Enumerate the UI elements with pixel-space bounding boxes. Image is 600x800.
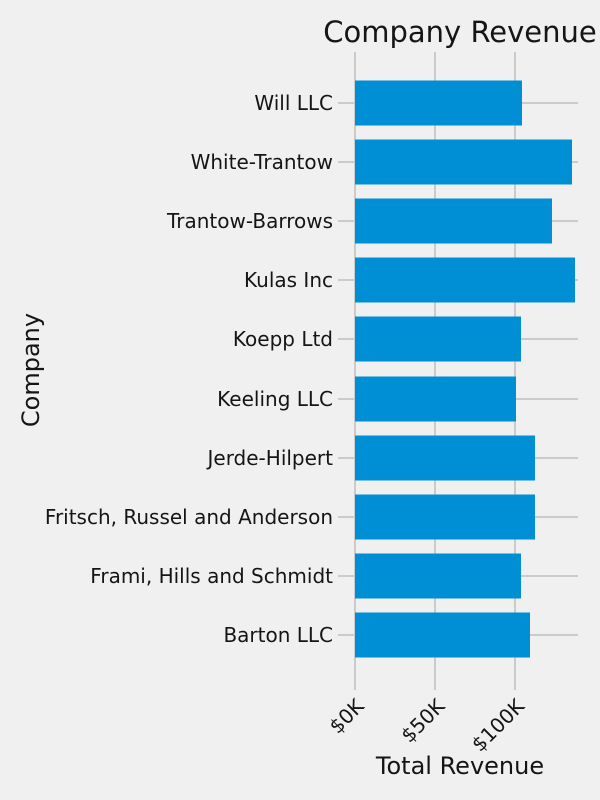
bar-row: [338, 369, 578, 428]
y-tick-mark: [338, 456, 355, 459]
bar: [355, 376, 517, 422]
x-gridline: [433, 52, 436, 683]
bar-row: [338, 132, 578, 191]
y-tick-label: Barton LLC: [223, 623, 333, 648]
y-tick-label: Keeling LLC: [217, 386, 333, 411]
y-tick-label: Fritsch, Russel and Anderson: [44, 505, 333, 530]
bar-row: [338, 428, 578, 487]
y-tick-mark: [338, 220, 355, 222]
x-tick-label: $50K: [395, 694, 449, 748]
bar-row: [338, 191, 578, 250]
bar: [355, 198, 553, 244]
bar: [355, 80, 523, 126]
y-tick-label: Jerde-Hilpert: [207, 445, 333, 470]
y-tick-mark: [338, 160, 355, 163]
y-tick-label: Kulas Inc: [244, 268, 333, 293]
bar: [355, 553, 521, 599]
chart-title: Company Revenue: [323, 15, 597, 49]
bar: [355, 612, 531, 658]
bar-row: [338, 606, 578, 665]
y-tick-label: Trantow-Barrows: [166, 209, 333, 233]
x-tick-mark: [354, 683, 356, 690]
y-tick-mark: [338, 279, 355, 282]
bar-row: [338, 73, 578, 132]
y-tick-mark: [338, 397, 355, 400]
bar-row: [338, 487, 578, 546]
bar: [355, 257, 575, 303]
x-tick-label: $0K: [324, 694, 369, 739]
y-axis-tick-labels: Will LLC White-Trantow Trantow-Barrows Kula…: [0, 52, 333, 683]
x-tick-mark: [433, 683, 436, 690]
bar-row: [338, 547, 578, 606]
y-tick-mark: [338, 575, 355, 578]
x-gridline: [513, 52, 516, 683]
x-gridline: [354, 52, 356, 683]
y-tick-label: Koepp Ltd: [232, 327, 333, 352]
bar-row: [338, 251, 578, 310]
y-tick-mark: [338, 516, 355, 519]
y-tick-label: Will LLC: [254, 90, 333, 115]
x-tick-label: $100K: [466, 694, 529, 757]
x-tick-mark: [513, 683, 516, 690]
y-tick-mark: [338, 338, 355, 341]
bar: [355, 316, 521, 362]
bar: [355, 139, 573, 185]
y-tick-mark: [338, 634, 355, 637]
y-tick-mark: [338, 101, 355, 104]
bar-rows: [338, 52, 578, 683]
bar: [355, 435, 536, 481]
bar: [355, 494, 535, 540]
plot-area: $0K $50K $100K: [325, 52, 578, 756]
y-tick-label: White-Trantow: [190, 149, 333, 174]
y-tick-label: Frami, Hills and Schmidt: [90, 564, 333, 589]
bar-row: [338, 310, 578, 369]
x-axis-label: Total Revenue: [375, 752, 545, 780]
